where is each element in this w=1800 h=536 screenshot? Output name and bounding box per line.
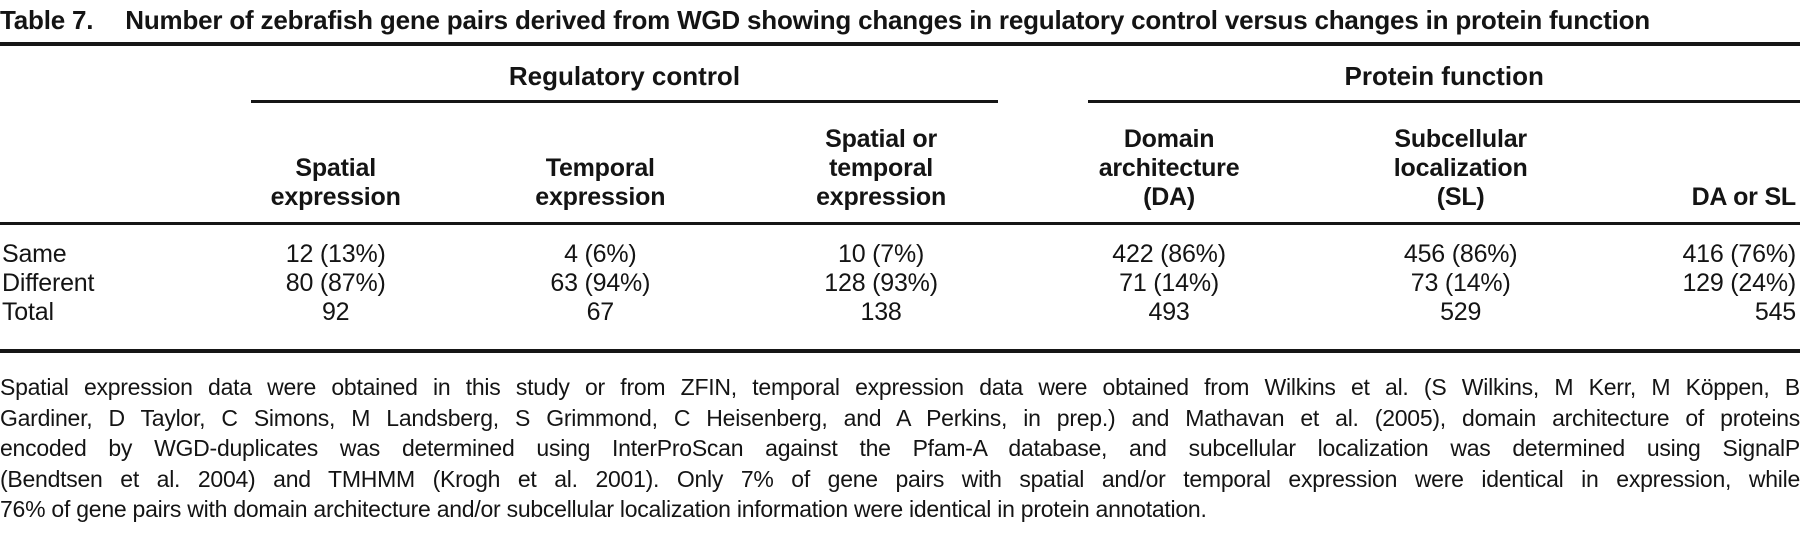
cell-total-temporal: 67 [586,298,615,326]
cell-different-da-or-sl: 129 (24%) [1682,269,1796,297]
group-regulatory-control: Regulatory control [250,61,999,103]
cell-different-spatial: 80 (87%) [285,269,386,297]
row-label-header-spacer [0,103,211,225]
cell-total-da-or-sl: 545 [1754,298,1796,326]
cell-same-da: 422 (86%) [1112,240,1226,268]
table-caption: Table 7. Number of zebrafish gene pairs d… [0,0,1800,42]
group-cell-regulatory: Regulatory control [211,46,1023,103]
table-row-same: Same 12 (13%) 4 (6%) 10 (7%) 422 (86%) 4… [0,224,1800,270]
table-footnote: Spatial expression data were obtained in… [0,353,1800,525]
row-label-total: Total [2,298,54,326]
group-cell-protein: Protein function [1022,46,1800,103]
group-label: Regulatory control [508,61,741,91]
cell-same-spatial: 12 (13%) [285,240,386,268]
cell-total-spatial-or-temporal: 138 [860,298,902,326]
group-header-row: Regulatory control Protein function [0,46,1800,103]
cell-same-da-or-sl: 416 (76%) [1682,240,1796,268]
table-row-different: Different 80 (87%) 63 (94%) 128 (93%) 71… [0,269,1800,298]
footnote-line-1: Spatial expression data were obtained in… [0,374,1800,400]
cell-total-sl: 529 [1440,298,1482,326]
bottom-rule [0,349,1800,353]
top-rule [0,42,1800,46]
cell-same-temporal: 4 (6%) [564,240,637,268]
cell-total-da: 493 [1148,298,1190,326]
gene-pairs-table: Regulatory control Protein function Spat… [0,46,1800,327]
row-label-different: Different [2,269,95,297]
col-header-spatial-expression: Spatial expression [210,103,461,225]
group-protein-function: Protein function [1088,61,1800,103]
column-header-row: Spatial expression Temporal expression S… [0,103,1800,225]
col-header-subcellular-localization: Subcellular localization (SL) [1315,103,1606,225]
cell-different-da: 71 (14%) [1119,269,1219,297]
table-row-total: Total 92 67 138 493 529 545 [0,298,1800,327]
cell-same-spatial-or-temporal: 10 (7%) [838,240,925,268]
table-title: Number of zebrafish gene pairs derived f… [125,5,1650,35]
footnote-line-3: encoded by WGD-duplicates was determined… [0,435,1800,461]
cell-same-sl: 456 (86%) [1403,240,1518,268]
group-header-spacer [0,46,211,103]
col-header-spatial-or-temporal-expression: Spatial or temporal expression [739,103,1023,225]
col-header-domain-architecture: Domain architecture (DA) [1022,103,1316,225]
cell-different-temporal: 63 (94%) [550,269,651,297]
col-header-temporal-expression: Temporal expression [460,103,740,225]
footnote-line-2: Gardiner, D Taylor, C Simons, M Landsber… [0,404,1800,431]
cell-different-sl: 73 (14%) [1410,269,1511,297]
footnote-line-5: 76% of gene pairs with domain architectu… [0,496,1207,522]
row-label-same: Same [2,240,67,268]
cell-different-spatial-or-temporal: 128 (93%) [824,269,938,297]
footnote-line-4: (Bendtsen et al. 2004) and TMHMM (Krogh … [0,465,1800,492]
group-label: Protein function [1344,61,1544,91]
table-number: Table 7. [0,5,94,35]
cell-total-spatial: 92 [321,298,350,326]
col-header-da-or-sl: DA or SL [1605,103,1800,225]
